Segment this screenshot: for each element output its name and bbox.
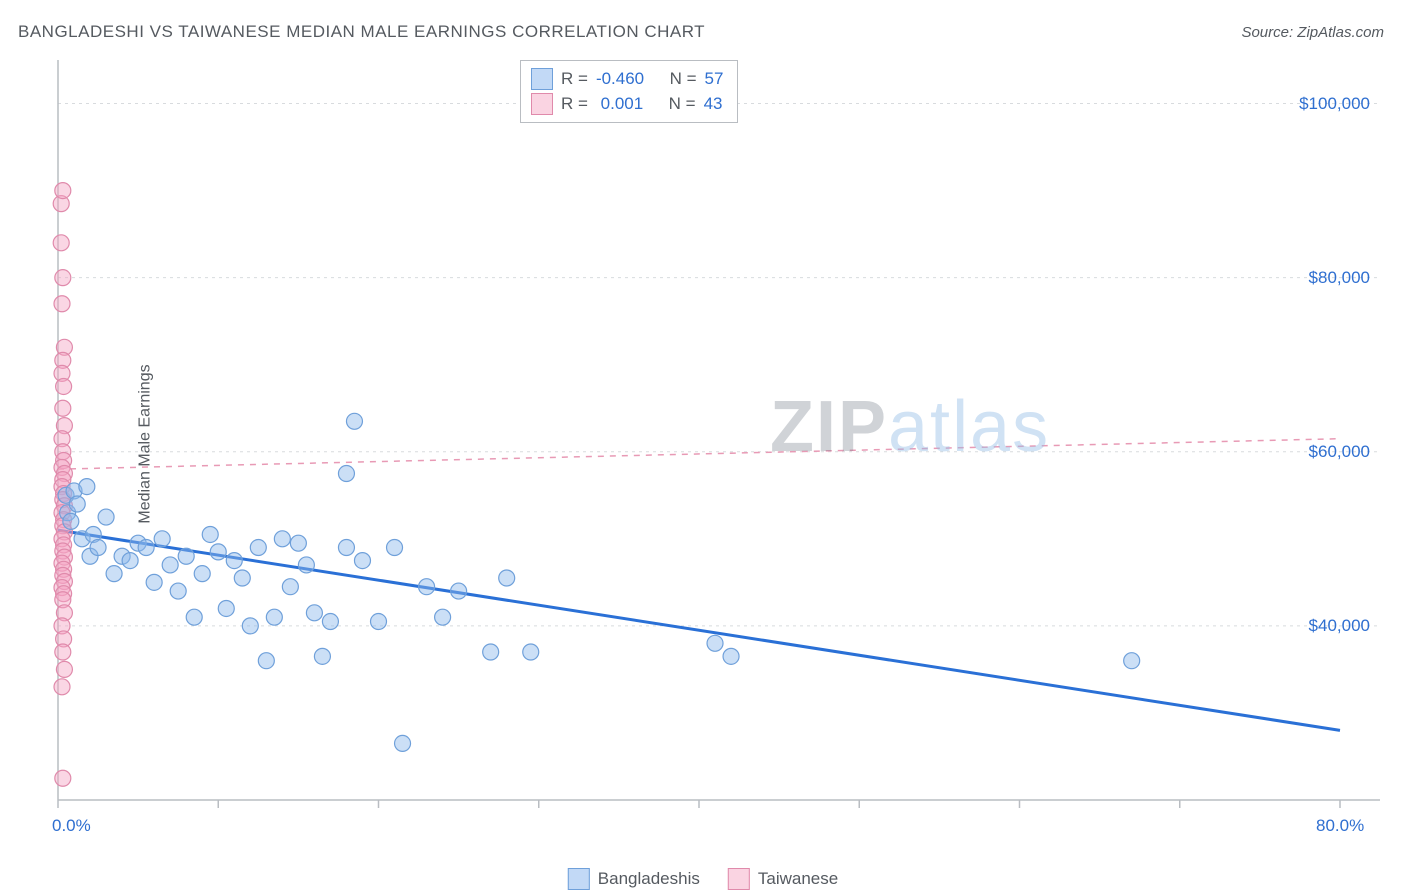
n-value-1: 57 <box>705 67 724 92</box>
n-value-2: 43 <box>704 92 723 117</box>
y-tick-label: $40,000 <box>1309 616 1370 636</box>
y-tick-label: $100,000 <box>1299 94 1370 114</box>
stats-legend-box: R = -0.460 N = 57 R = 0.001 N = 43 <box>520 60 738 123</box>
legend-item-bangladeshis: Bangladeshis <box>568 868 700 890</box>
legend-label-1: Bangladeshis <box>598 869 700 889</box>
y-tick-label: $80,000 <box>1309 268 1370 288</box>
chart-title: BANGLADESHI VS TAIWANESE MEDIAN MALE EAR… <box>18 22 705 42</box>
stats-row-series2: R = 0.001 N = 43 <box>531 92 723 117</box>
scatter-chart <box>50 56 1388 832</box>
r-label: R = <box>561 67 588 92</box>
n-label: N = <box>669 92 696 117</box>
r-label: R = <box>561 92 588 117</box>
x-min-label: 0.0% <box>52 816 91 836</box>
legend-bottom: Bangladeshis Taiwanese <box>568 868 838 890</box>
swatch-pink-icon <box>728 868 750 890</box>
x-max-label: 80.0% <box>1316 816 1364 836</box>
chart-area: Median Male Earnings ZIPatlas R = -0.460… <box>50 56 1388 832</box>
swatch-blue-icon <box>568 868 590 890</box>
n-label: N = <box>670 67 697 92</box>
y-tick-label: $60,000 <box>1309 442 1370 462</box>
stats-row-series1: R = -0.460 N = 57 <box>531 67 723 92</box>
r-value-1: -0.460 <box>596 67 644 92</box>
swatch-pink-icon <box>531 93 553 115</box>
r-value-2: 0.001 <box>596 92 643 117</box>
source-attribution: Source: ZipAtlas.com <box>1241 24 1384 41</box>
legend-item-taiwanese: Taiwanese <box>728 868 838 890</box>
legend-label-2: Taiwanese <box>758 869 838 889</box>
swatch-blue-icon <box>531 68 553 90</box>
